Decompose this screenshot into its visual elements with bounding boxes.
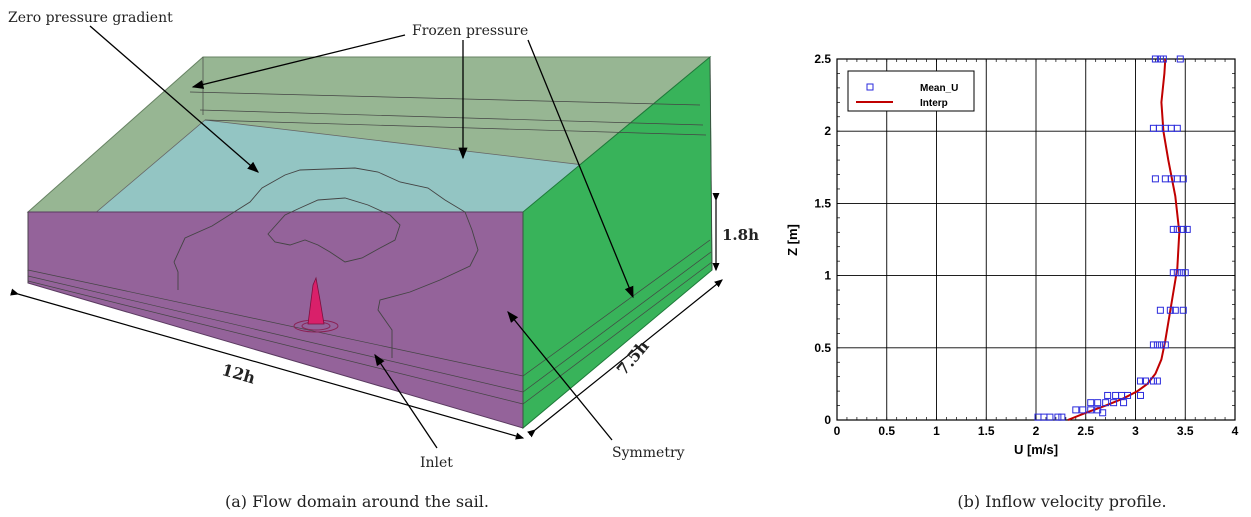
x-tick-labels: 0 0.5 1 1.5 2 2.5 3 3.5 4 [834, 424, 1239, 438]
frozen-pressure-arrow-left [191, 34, 406, 89]
inner-contour [267, 197, 401, 263]
outer-contour-left [173, 261, 179, 290]
mean-u-marker [1054, 413, 1062, 421]
mean-u-marker [1141, 377, 1149, 385]
mean-u-marker [1099, 409, 1107, 417]
caption-a: (a) Flow domain around the sail. [225, 492, 489, 511]
inlet-label: Inlet [420, 455, 453, 471]
domain-front-face [27, 211, 524, 429]
velocity-profile-chart: 0 0.5 1 1.5 2 2.5 3 3.5 4 0 0.5 1 1.5 2 2.5 Mean_U In… [785, 52, 1239, 457]
mean-u-marker [1087, 406, 1095, 414]
zero-pressure-arrow [89, 25, 259, 173]
mean-u-marker [1094, 399, 1102, 407]
x-tick-label: 0 [834, 424, 841, 438]
mean-u-marker [1179, 225, 1187, 233]
mean-u-marker [1173, 269, 1181, 277]
mean-u-marker [1157, 341, 1165, 349]
legend-label-interp: Interp [920, 98, 948, 109]
y-tick-label: 1.5 [814, 196, 831, 210]
mean-u-marker [1058, 413, 1066, 421]
x-tick-label: 1 [933, 424, 940, 438]
legend-label-mean-u: Mean_U [920, 83, 958, 94]
mean-u-marker [1149, 377, 1157, 385]
length-dimension [10, 288, 525, 440]
flow-domain-diagram: 1.8h 12h 7.5h Zero pressure gradient Fro… [8, 10, 759, 471]
y-tick-label: 0 [824, 413, 831, 427]
mean-u-marker [1176, 55, 1184, 63]
legend-box [847, 70, 975, 112]
chart-legend: Mean_U Interp [847, 70, 975, 112]
mean-u-marker [1181, 269, 1189, 277]
mean-u-marker [1166, 306, 1174, 314]
mean-u-marker [1179, 175, 1187, 183]
y-tick-label: 2 [824, 124, 831, 138]
mean-u-marker [1046, 413, 1054, 421]
legend-marker-mean-u [866, 83, 874, 91]
mean-u-marker [1110, 399, 1118, 407]
frozen-pressure-arrow-right [527, 39, 634, 299]
mean-u-marker [1173, 124, 1181, 132]
x-tick-label: 4 [1232, 424, 1239, 438]
x-tick-label: 3.5 [1177, 424, 1194, 438]
x-axis-label: U [m/s] [1014, 442, 1058, 457]
frozen-pressure-label: Frozen pressure [412, 23, 528, 39]
length-label: 12h [220, 360, 258, 388]
mean-u-marker [1104, 391, 1112, 399]
mean-u-marker [1079, 406, 1087, 414]
y-tick-labels: 0 0.5 1 1.5 2 2.5 [814, 52, 831, 427]
mean-u-marker [1153, 341, 1161, 349]
mean-u-marker [1072, 406, 1080, 414]
mean-u-marker [1171, 306, 1179, 314]
mean-u-marker [1136, 391, 1144, 399]
symmetry-label: Symmetry [612, 445, 685, 461]
mean-u-marker [1102, 399, 1110, 407]
minor-ticks [836, 58, 1236, 421]
inlet-arrow [374, 353, 438, 449]
mean-u-marker [1177, 269, 1185, 277]
mean-u-markers [1034, 55, 1191, 421]
mean-u-marker [1161, 341, 1169, 349]
mean-u-marker [1087, 399, 1095, 407]
y-tick-label: 2.5 [814, 52, 831, 66]
mean-u-marker [1120, 399, 1128, 407]
x-tick-label: 3 [1132, 424, 1139, 438]
symmetry-arrow [507, 310, 613, 441]
y-axis-label: Z [m] [785, 224, 800, 256]
x-tick-label: 1.5 [978, 424, 995, 438]
y-tick-label: 1 [824, 269, 831, 283]
mean-u-marker [1124, 391, 1132, 399]
x-tick-label: 2 [1033, 424, 1040, 438]
mean-u-marker [1136, 377, 1144, 385]
mean-u-marker [1183, 225, 1191, 233]
mean-u-marker [1169, 269, 1177, 277]
zero-pressure-label: Zero pressure gradient [8, 10, 173, 26]
mean-u-marker [1159, 55, 1167, 63]
mean-u-marker [1156, 306, 1164, 314]
grid-lines [837, 59, 1235, 420]
x-tick-label: 0.5 [878, 424, 895, 438]
mean-u-marker [1149, 341, 1157, 349]
width-dimension [527, 279, 723, 438]
height-label: 1.8h [722, 226, 759, 244]
mean-u-marker [1151, 55, 1159, 63]
mean-u-marker [1153, 377, 1161, 385]
mean-u-marker [1169, 225, 1177, 233]
y-tick-label: 0.5 [814, 341, 831, 355]
mean-u-marker [1151, 175, 1159, 183]
x-tick-label: 2.5 [1077, 424, 1094, 438]
mean-u-marker [1179, 306, 1187, 314]
caption-b: (b) Inflow velocity profile. [957, 492, 1166, 511]
